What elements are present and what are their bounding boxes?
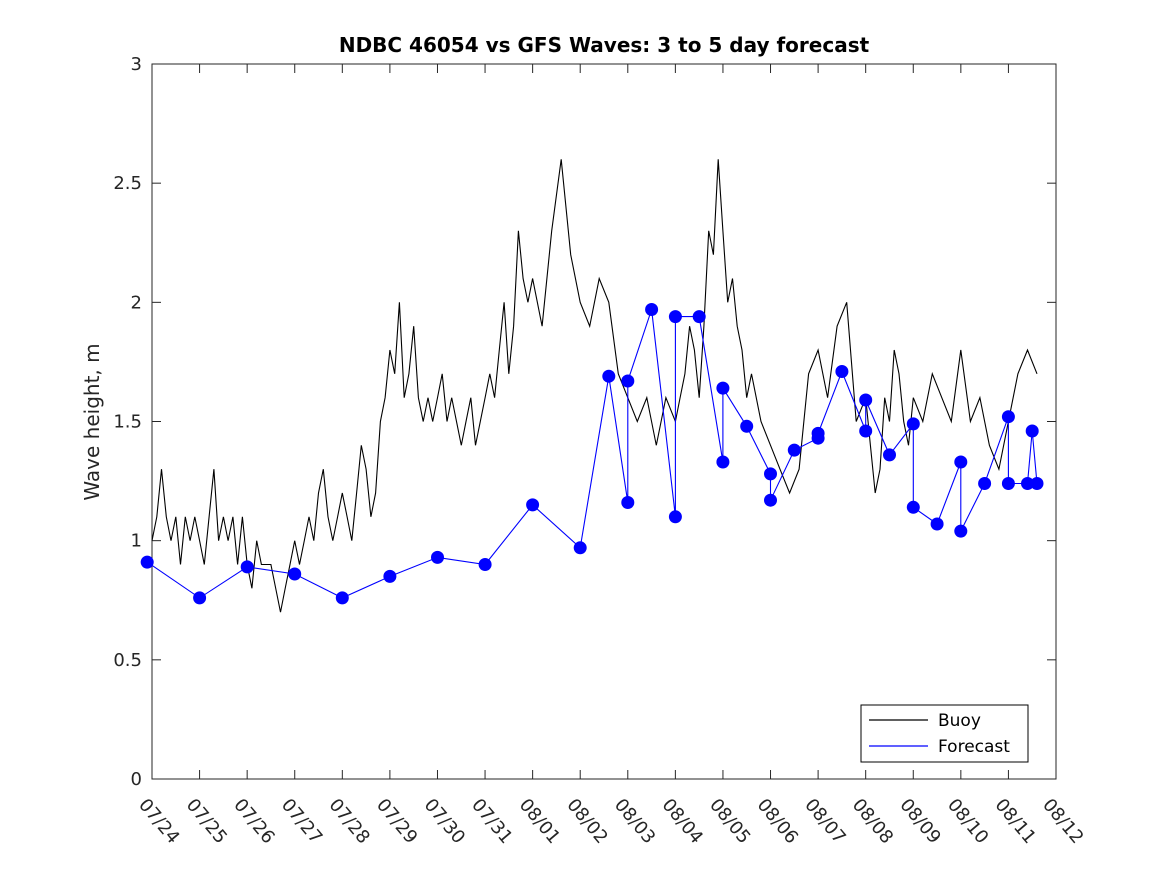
forecast-point (668, 510, 682, 524)
forecast-point (621, 374, 635, 388)
legend-box (860, 704, 1029, 763)
y-tick-label: 2 (131, 292, 142, 313)
forecast-point (431, 550, 444, 564)
forecast-point (1025, 424, 1039, 438)
legend: Buoy Forecast (860, 704, 1029, 763)
y-tick-label: 2.5 (113, 173, 142, 194)
buoy-series-line (151, 159, 1038, 613)
forecast-point (240, 560, 254, 574)
y-tick-label: 1 (131, 531, 142, 552)
forecast-point (1021, 477, 1034, 490)
legend-forecast-label: Forecast (938, 737, 1010, 757)
forecast-point (764, 467, 777, 481)
forecast-point (906, 500, 920, 514)
forecast-point (811, 426, 825, 440)
forecast-point (602, 369, 616, 383)
forecast-point (906, 417, 920, 431)
forecast-point (883, 448, 896, 462)
forecast-point (716, 455, 730, 469)
forecast-point (573, 541, 587, 555)
forecast-point (978, 477, 992, 490)
y-tick-label: 3 (131, 54, 142, 75)
forecast-point (140, 555, 154, 569)
forecast-point (383, 569, 397, 583)
forecast-point (526, 498, 540, 512)
forecast-point (859, 393, 873, 407)
forecast-point (645, 303, 659, 316)
forecast-point (764, 493, 777, 507)
forecast-point (954, 524, 968, 538)
forecast-point (1030, 477, 1044, 490)
legend-buoy-label: Buoy (938, 711, 981, 731)
forecast-point (1001, 410, 1015, 424)
forecast-point (668, 310, 682, 324)
forecast-point (787, 443, 801, 457)
y-tick-label: 0 (131, 769, 142, 790)
chart-title: NDBC 46054 vs GFS Waves: 3 to 5 day fore… (339, 33, 870, 57)
forecast-point (859, 424, 873, 438)
forecast-point (193, 591, 207, 605)
forecast-point (740, 419, 754, 433)
forecast-point (716, 381, 730, 395)
forecast-series-line (146, 309, 1038, 599)
forecast-point (478, 558, 492, 571)
y-axis-label: Wave height, m (80, 343, 104, 500)
forecast-point (288, 567, 302, 581)
forecast-point (835, 365, 849, 378)
y-tick-label: 0.5 (113, 650, 142, 671)
forecast-point (954, 455, 968, 469)
forecast-point (930, 517, 944, 531)
forecast-point (692, 310, 706, 324)
forecast-point (1001, 477, 1015, 490)
forecast-point (335, 591, 349, 605)
y-tick-label: 1.5 (113, 412, 142, 433)
forecast-point (621, 496, 635, 509)
